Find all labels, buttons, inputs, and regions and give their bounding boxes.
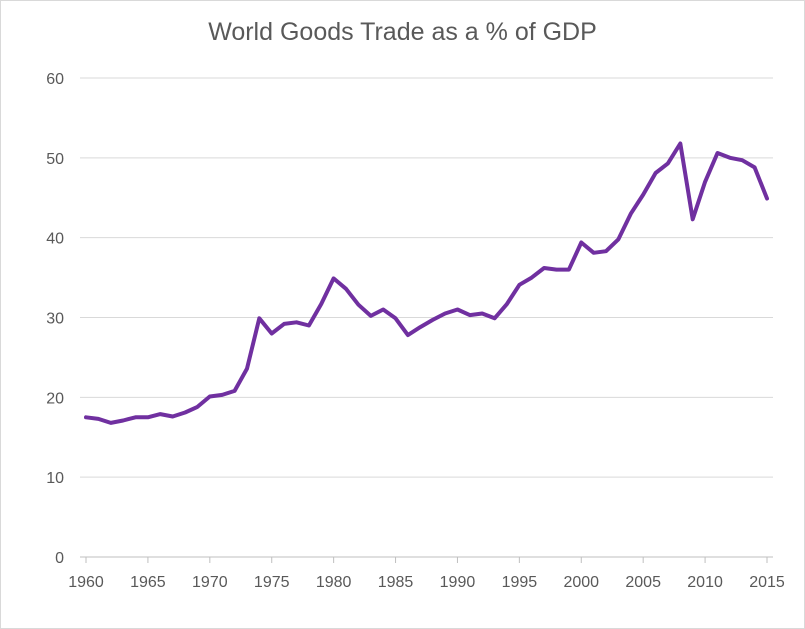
x-tick-label: 1990 <box>440 574 476 591</box>
x-tick-label: 1975 <box>254 574 290 591</box>
y-tick-label: 10 <box>46 470 64 487</box>
data-point-1965 <box>146 416 150 419</box>
x-tick-label: 1965 <box>130 574 166 591</box>
x-tick-label: 1985 <box>378 574 414 591</box>
data-point-1967 <box>171 415 174 418</box>
data-point-2012 <box>728 156 732 160</box>
data-point-2010 <box>703 180 707 183</box>
data-point-2006 <box>654 171 657 175</box>
data-point-2007 <box>666 162 670 165</box>
data-point-1983 <box>369 314 372 318</box>
data-point-1979 <box>320 302 323 306</box>
x-tick-label: 2000 <box>563 574 599 591</box>
data-point-1969 <box>196 405 199 409</box>
y-tick-label: 40 <box>46 231 64 248</box>
data-point-1988 <box>431 318 434 322</box>
data-point-1963 <box>121 419 125 422</box>
x-tick-label: 1970 <box>192 574 228 591</box>
data-point-1973 <box>245 367 249 370</box>
data-point-1994 <box>505 302 509 306</box>
data-point-1978 <box>307 324 311 327</box>
data-point-2000 <box>580 241 583 244</box>
data-point-2008 <box>679 142 682 145</box>
series-line-0 <box>84 141 769 425</box>
data-point-1985 <box>394 317 397 320</box>
data-point-1968 <box>183 411 187 414</box>
x-tick-label: 2015 <box>749 574 785 591</box>
x-tick-label: 1980 <box>316 574 352 591</box>
data-point-2002 <box>604 250 608 253</box>
data-point-2003 <box>617 238 620 241</box>
data-point-1995 <box>518 283 521 286</box>
data-point-2015 <box>765 197 769 200</box>
y-tick-label: 60 <box>46 71 64 88</box>
data-point-1992 <box>481 312 484 315</box>
data-point-2005 <box>641 193 645 196</box>
chart-title: World Goods Trade as a % of GDP <box>208 18 597 46</box>
data-point-1986 <box>406 333 410 337</box>
x-tick-label: 1995 <box>502 574 538 591</box>
data-point-1974 <box>258 317 261 320</box>
data-point-2009 <box>691 218 694 221</box>
data-point-1993 <box>493 317 496 320</box>
data-point-1996 <box>530 276 533 279</box>
y-tick-label: 30 <box>46 311 64 328</box>
x-tick-label: 2010 <box>687 574 723 591</box>
x-tick-label: 2005 <box>625 574 661 591</box>
data-point-1972 <box>233 389 236 393</box>
data-point-1991 <box>468 313 472 317</box>
data-point-1980 <box>332 277 335 280</box>
data-point-1987 <box>419 325 422 329</box>
data-point-1998 <box>555 268 558 271</box>
data-point-2011 <box>716 151 719 155</box>
data-point-1964 <box>134 416 137 419</box>
data-point-2013 <box>741 159 744 162</box>
y-tick-label: 0 <box>55 550 64 567</box>
y-tick-label: 50 <box>46 151 64 168</box>
data-point-1977 <box>295 321 298 324</box>
data-point-1975 <box>270 332 273 335</box>
data-point-2004 <box>629 212 632 215</box>
data-point-1960 <box>84 416 88 419</box>
data-point-1982 <box>357 303 360 306</box>
data-point-2014 <box>753 166 756 169</box>
data-point-1997 <box>542 266 546 270</box>
data-point-1981 <box>344 287 348 290</box>
data-point-1962 <box>109 421 112 425</box>
y-tick-label: 20 <box>46 390 64 407</box>
data-point-1970 <box>208 395 212 398</box>
data-point-2001 <box>592 251 595 255</box>
data-point-1999 <box>567 268 571 271</box>
data-point-1984 <box>381 308 385 311</box>
data-point-1971 <box>221 393 224 397</box>
data-point-1966 <box>159 412 162 416</box>
data-point-1990 <box>456 308 459 311</box>
data-point-1989 <box>443 312 447 315</box>
data-point-1976 <box>282 322 286 326</box>
x-tick-label: 1960 <box>68 574 104 591</box>
data-point-1961 <box>97 417 100 421</box>
